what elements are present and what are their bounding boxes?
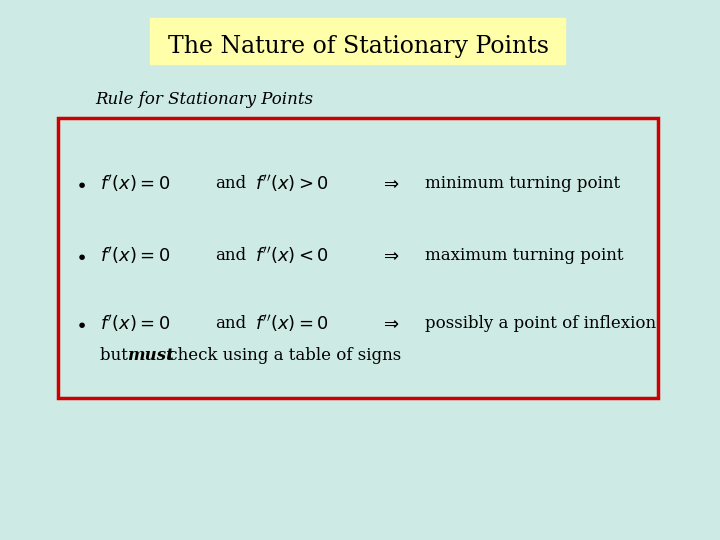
Text: and: and — [215, 314, 246, 332]
Text: $\bullet$: $\bullet$ — [75, 246, 86, 265]
Text: $f''(x) > 0$: $f''(x) > 0$ — [255, 172, 329, 193]
Text: $\bullet$: $\bullet$ — [75, 314, 86, 333]
Text: Rule for Stationary Points: Rule for Stationary Points — [95, 91, 313, 109]
Text: and: and — [215, 174, 246, 192]
Text: but: but — [100, 347, 133, 363]
Text: The Nature of Stationary Points: The Nature of Stationary Points — [168, 36, 549, 58]
Text: $f''(x) < 0$: $f''(x) < 0$ — [255, 245, 329, 266]
Text: possibly a point of inflexion: possibly a point of inflexion — [425, 314, 656, 332]
FancyBboxPatch shape — [58, 118, 658, 398]
Text: minimum turning point: minimum turning point — [425, 174, 620, 192]
Text: $\Rightarrow$: $\Rightarrow$ — [380, 174, 400, 192]
Text: $f''(x) = 0$: $f''(x) = 0$ — [255, 313, 329, 334]
Text: and: and — [215, 246, 246, 264]
Text: $f'(x) = 0$: $f'(x) = 0$ — [100, 172, 171, 193]
Text: $\Rightarrow$: $\Rightarrow$ — [380, 314, 400, 332]
Text: $\bullet$: $\bullet$ — [75, 173, 86, 192]
Text: must: must — [127, 347, 174, 363]
Text: check using a table of signs: check using a table of signs — [163, 347, 401, 363]
FancyBboxPatch shape — [150, 18, 565, 64]
Text: $f'(x) = 0$: $f'(x) = 0$ — [100, 313, 171, 334]
Text: $f'(x) = 0$: $f'(x) = 0$ — [100, 245, 171, 266]
Text: maximum turning point: maximum turning point — [425, 246, 624, 264]
Text: $\Rightarrow$: $\Rightarrow$ — [380, 246, 400, 264]
